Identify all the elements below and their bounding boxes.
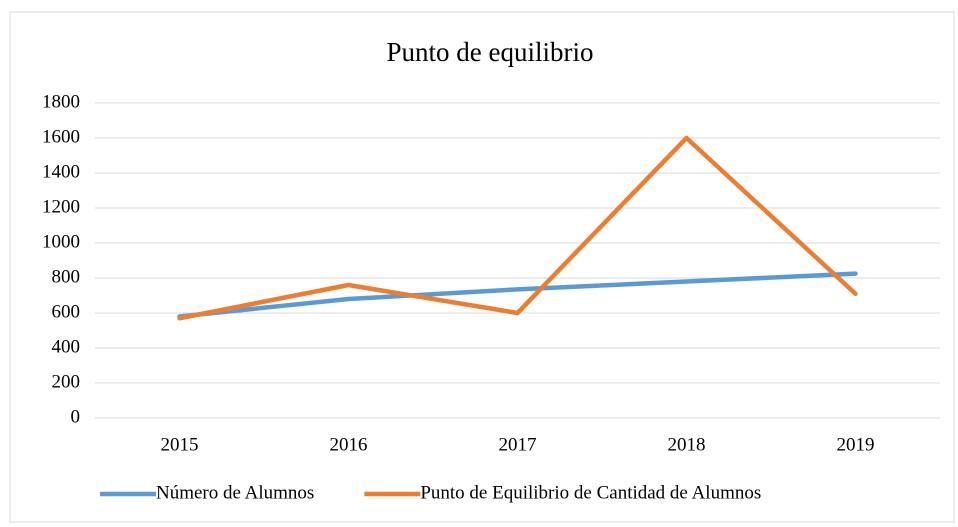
y-tick-label: 1000 xyxy=(42,231,80,252)
y-tick-label: 400 xyxy=(52,336,81,357)
chart-title: Punto de equilibrio xyxy=(387,37,594,67)
x-tick-label: 2016 xyxy=(330,434,368,455)
series-line xyxy=(177,135,858,321)
y-tick-label: 200 xyxy=(52,371,81,392)
y-tick-label: 1400 xyxy=(42,161,80,182)
y-tick-label: 1600 xyxy=(42,126,80,147)
y-tick-label: 1200 xyxy=(42,196,80,217)
x-tick-label: 2017 xyxy=(499,434,537,455)
y-tick-label: 600 xyxy=(52,301,81,322)
legend-label: Punto de Equilibrio de Cantidad de Alumn… xyxy=(420,482,761,503)
x-tick-label: 2018 xyxy=(668,434,706,455)
x-tick-label: 2015 xyxy=(161,434,199,455)
y-tick-label: 0 xyxy=(71,406,81,427)
legend-label: Número de Alumnos xyxy=(156,482,314,503)
series-line xyxy=(177,271,858,319)
y-tick-label: 1800 xyxy=(42,91,80,112)
y-tick-label: 800 xyxy=(52,266,81,287)
x-tick-label: 2019 xyxy=(837,434,875,455)
chart-border xyxy=(9,11,955,523)
